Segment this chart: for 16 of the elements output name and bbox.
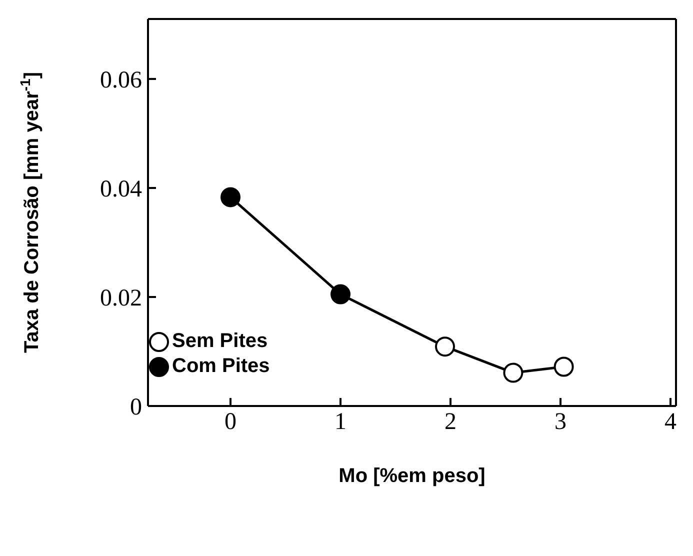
legend-label: Com Pites xyxy=(172,355,270,378)
point xyxy=(503,362,524,383)
point xyxy=(220,187,240,208)
legend-label: Sem Pites xyxy=(172,330,268,353)
point xyxy=(435,336,455,357)
y-tick-label: 0.04 xyxy=(100,176,142,202)
x-tick-label: 0 xyxy=(224,409,236,436)
point xyxy=(554,356,574,377)
x-tick-label: 2 xyxy=(444,409,456,436)
x-tick-label: 3 xyxy=(554,409,566,436)
point xyxy=(330,284,350,304)
y-tick-label: 0.06 xyxy=(100,67,142,94)
x-axis-title: Mo [%em peso] xyxy=(338,465,486,487)
x-tick-label: 1 xyxy=(334,409,346,436)
x-tick-label: 4 xyxy=(664,409,676,436)
y-tick-label: 0.02 xyxy=(100,286,142,312)
